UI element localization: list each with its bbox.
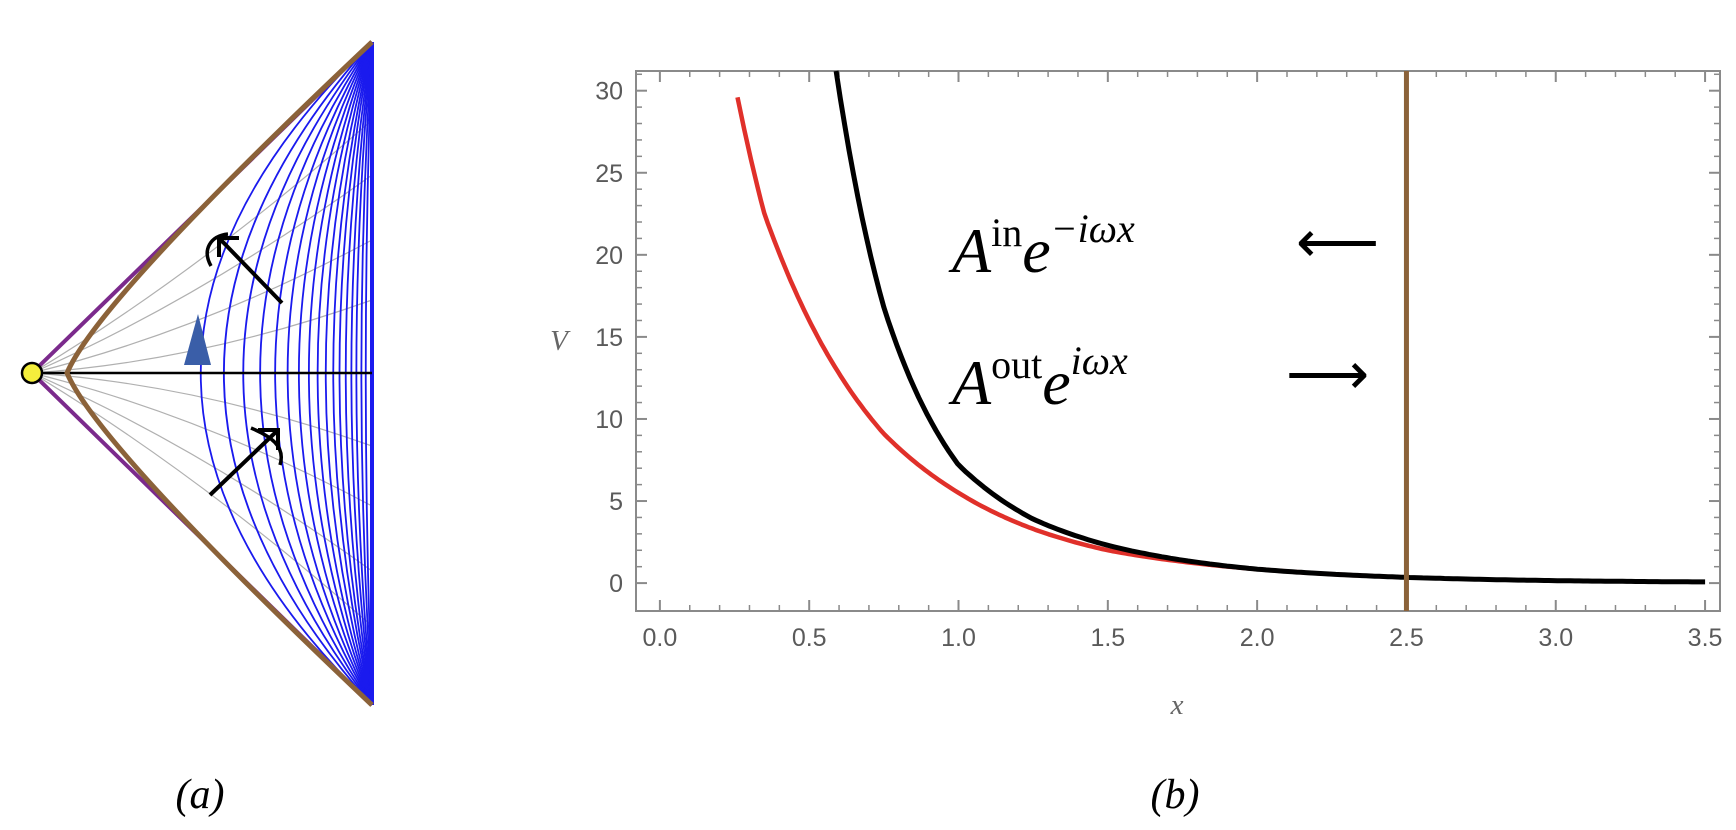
y-axis-label: V bbox=[550, 325, 571, 357]
y-tick-label: 20 bbox=[595, 242, 623, 270]
incoming-exp-base: e bbox=[1022, 215, 1050, 286]
y-tick-label: 5 bbox=[609, 488, 623, 516]
incoming-superscript: in bbox=[991, 210, 1022, 255]
annotation-incoming-wave: Aine−iωx ⟵ bbox=[948, 206, 1379, 286]
faint-curve bbox=[31, 372, 373, 507]
plot-frame bbox=[635, 70, 1721, 612]
penrose-diagram: (a) bbox=[20, 40, 374, 818]
outgoing-exponent: iωx bbox=[1071, 338, 1128, 383]
outgoing-superscript: out bbox=[991, 342, 1042, 387]
x-tick-label: 3.5 bbox=[1688, 624, 1723, 652]
time-arrow-marker bbox=[184, 314, 211, 365]
x-tick-label: 0.5 bbox=[792, 624, 827, 652]
axis-ticks bbox=[636, 71, 1720, 611]
svg-text:Aouteiωx: Aouteiωx bbox=[948, 338, 1128, 418]
y-tick-label: 30 bbox=[595, 78, 623, 106]
x-tick-label: 2.5 bbox=[1389, 624, 1424, 652]
x-tick-label: 1.0 bbox=[941, 624, 976, 652]
lower-arrow bbox=[208, 426, 283, 497]
tick-labels: 0.0 0.5 1.0 1.5 2.0 2.5 3.0 3.5 0 5 10 15 20 25 30 bbox=[595, 78, 1722, 652]
potential-chart: 0.0 0.5 1.0 1.5 2.0 2.5 3.0 3.5 0 5 10 15 20 25 30 V x… bbox=[550, 70, 1722, 818]
y-tick-label: 25 bbox=[595, 160, 623, 188]
y-tick-label: 15 bbox=[595, 324, 623, 352]
x-tick-label: 0.0 bbox=[643, 624, 678, 652]
boundary-curve bbox=[64, 40, 374, 707]
faint-curve bbox=[31, 239, 373, 374]
series-group bbox=[735, 70, 1706, 611]
annotation-outgoing-wave: Aouteiωx ⟶ bbox=[948, 338, 1369, 418]
faint-curve bbox=[31, 372, 373, 627]
origin-point bbox=[20, 361, 44, 385]
x-axis-label: x bbox=[1170, 689, 1184, 721]
incoming-amplitude-symbol: A bbox=[948, 215, 992, 286]
faint-curve bbox=[31, 119, 373, 374]
incoming-exponent: −iωx bbox=[1051, 206, 1135, 251]
y-tick-label: 0 bbox=[609, 570, 623, 598]
incoming-arrow: ⟵ bbox=[1296, 210, 1379, 275]
panel-label-b: (b) bbox=[1151, 772, 1200, 818]
svg-text:Aine−iωx: Aine−iωx bbox=[948, 206, 1135, 286]
x-tick-label: 1.5 bbox=[1090, 624, 1125, 652]
y-tick-label: 10 bbox=[595, 406, 623, 434]
upper-arrow bbox=[205, 232, 284, 305]
outgoing-amplitude-symbol: A bbox=[948, 347, 992, 418]
x-tick-label: 2.0 bbox=[1240, 624, 1275, 652]
outgoing-arrow: ⟶ bbox=[1286, 342, 1369, 407]
panel-label-a: (a) bbox=[176, 772, 225, 818]
series-black-line bbox=[833, 70, 1706, 585]
outgoing-exp-base: e bbox=[1042, 347, 1070, 418]
x-tick-label: 3.0 bbox=[1538, 624, 1573, 652]
